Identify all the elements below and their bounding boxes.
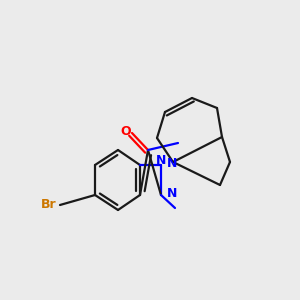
Text: N: N bbox=[167, 187, 177, 200]
Text: N: N bbox=[167, 157, 177, 170]
Text: N: N bbox=[156, 154, 166, 167]
Text: O: O bbox=[120, 125, 131, 138]
Text: Br: Br bbox=[41, 199, 57, 212]
